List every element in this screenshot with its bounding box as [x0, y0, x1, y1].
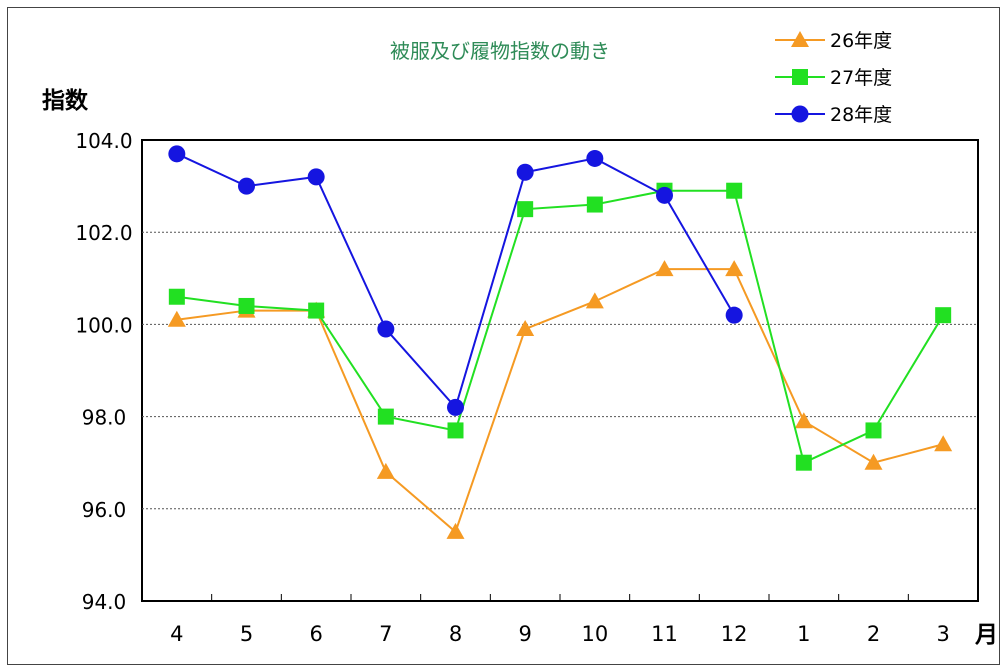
series-line [176, 189, 945, 465]
data-point [168, 288, 185, 305]
data-point [516, 163, 534, 181]
data-point [795, 454, 812, 471]
data-point [794, 412, 813, 429]
x-tick-label: 5 [240, 622, 253, 646]
data-point [935, 307, 952, 324]
y-axis-ticks: 94.0 96.0 98.0 100.0 102.0 104.0 [75, 129, 132, 614]
legend-marker [791, 105, 809, 123]
data-point [376, 462, 395, 479]
y-axis-label: 指数 [42, 88, 89, 114]
x-tick-label: 12 [721, 622, 748, 646]
legend: 26年度 27年度 28年度 [775, 30, 892, 126]
chart-frame [7, 7, 1000, 665]
legend-marker [792, 69, 808, 85]
series-line [176, 152, 736, 410]
y-tick-label: 102.0 [75, 221, 132, 245]
x-tick-label: 3 [936, 622, 949, 646]
data-point [934, 435, 953, 452]
x-tick-label: 8 [449, 622, 462, 646]
plot-area [141, 139, 979, 602]
legend-item-2: 27年度 [775, 67, 892, 89]
data-point [585, 292, 604, 309]
y-tick-label: 98.0 [82, 406, 127, 430]
x-tick-label: 7 [379, 622, 392, 646]
data-point [586, 149, 604, 167]
data-point [864, 453, 883, 470]
data-point [725, 260, 744, 277]
legend-label: 26年度 [830, 30, 892, 52]
data-point [238, 177, 255, 195]
data-point [586, 196, 603, 213]
y-tick-label: 94.0 [82, 590, 127, 614]
data-point [167, 310, 186, 327]
legend-label: 28年度 [830, 104, 892, 126]
data-point [726, 182, 743, 199]
x-axis-ticks: 4 5 6 7 8 9 10 11 12 1 2 3 [170, 594, 950, 646]
y-tick-label: 96.0 [82, 498, 127, 522]
series-1 [167, 260, 953, 539]
x-tick-label: 1 [797, 622, 810, 646]
x-tick-label: 9 [518, 622, 531, 646]
x-tick-label: 2 [867, 622, 880, 646]
data-point [865, 422, 882, 439]
series-group [167, 145, 953, 539]
data-point [377, 320, 395, 338]
x-tick-label: 11 [651, 622, 678, 646]
data-point [655, 260, 674, 277]
data-point [238, 297, 255, 314]
legend-item-3: 28年度 [775, 104, 892, 126]
data-point [446, 522, 465, 539]
data-point [447, 398, 464, 416]
x-axis-label: 月 [974, 622, 998, 648]
legend-item-1: 26年度 [775, 30, 892, 52]
data-point [516, 320, 535, 337]
grid-lines [142, 231, 978, 510]
data-point [377, 408, 394, 425]
x-tick-label: 6 [309, 622, 322, 646]
data-point [308, 302, 325, 319]
y-tick-label: 100.0 [75, 313, 132, 337]
data-point [447, 422, 464, 439]
data-point [168, 145, 186, 163]
legend-marker [791, 31, 809, 47]
data-point [656, 186, 673, 204]
series-3 [168, 145, 743, 416]
data-point [725, 306, 743, 324]
data-point [517, 201, 534, 218]
x-tick-label: 10 [581, 622, 608, 646]
series-2 [168, 182, 952, 471]
y-tick-label: 104.0 [75, 129, 132, 153]
legend-label: 27年度 [830, 67, 892, 89]
data-point [307, 168, 325, 186]
x-tick-label: 4 [170, 622, 183, 646]
chart-title: 被服及び履物指数の動き [390, 39, 610, 63]
